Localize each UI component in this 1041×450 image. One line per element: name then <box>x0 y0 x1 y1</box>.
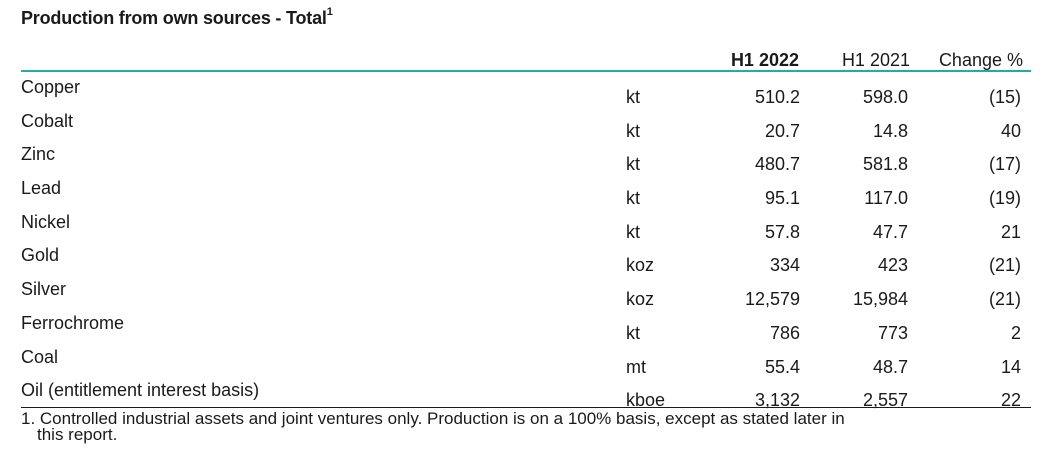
table-row: Ferrochrome kt 786 773 2 <box>0 309 1041 343</box>
column-header-change: Change % <box>938 50 1023 70</box>
value-change: (15) <box>988 87 1021 107</box>
commodity-name: Nickel <box>21 211 71 232</box>
unit: kt <box>626 87 641 107</box>
table-row: Silver koz 12,579 15,984 (21) <box>0 275 1041 309</box>
unit: mt <box>626 356 646 377</box>
column-header-h1-2022: H1 2022 <box>730 50 799 70</box>
value-h1-2022: 480.7 <box>754 154 800 175</box>
value-h1-2021: 14.8 <box>872 120 908 141</box>
table-title: Production from own sources - Total1 <box>21 6 333 29</box>
unit: kt <box>626 154 641 175</box>
value-h1-2021: 117.0 <box>864 188 908 209</box>
value-change: (21) <box>988 289 1021 310</box>
table-row: Zinc kt 480.7 581.8 (17) <box>0 140 1041 174</box>
production-table: Copper kt 510.2 598.0 (15) Cobalt kt 20.… <box>0 73 1041 410</box>
footnote-line-2: this report. <box>37 425 118 444</box>
value-change: 22 <box>1000 390 1021 411</box>
table-row: Gold koz 334 423 (21) <box>0 241 1041 275</box>
table-row: Cobalt kt 20.7 14.8 40 <box>0 107 1041 141</box>
commodity-name: Gold <box>21 245 60 266</box>
value-h1-2021: 2,557 <box>862 390 908 411</box>
table-row: Lead kt 95.1 117.0 (19) <box>0 174 1041 208</box>
value-h1-2022: 3,132 <box>754 390 800 411</box>
value-h1-2021: 581.8 <box>862 154 908 175</box>
value-h1-2022: 786 <box>769 322 800 343</box>
footnote-line-1: 1. Controlled industrial assets and join… <box>21 409 845 428</box>
commodity-name: Oil (entitlement interest basis) <box>21 380 260 401</box>
unit: kt <box>626 221 641 242</box>
value-h1-2021: 15,984 <box>852 289 908 310</box>
value-change: (21) <box>988 255 1021 276</box>
commodity-name: Zinc <box>21 144 56 165</box>
table-row: Coal mt 55.4 48.7 14 <box>0 343 1041 377</box>
value-h1-2022: 12,579 <box>744 289 800 310</box>
value-change: 21 <box>1000 221 1021 242</box>
unit: koz <box>626 289 655 310</box>
unit: kt <box>626 322 641 343</box>
value-h1-2021: 773 <box>877 322 908 343</box>
table-row: Nickel kt 57.8 47.7 21 <box>0 208 1041 242</box>
title-footnote-marker: 1 <box>326 6 333 18</box>
table-title-text: Production from own sources - Total <box>21 8 327 28</box>
value-change: (17) <box>988 154 1021 175</box>
commodity-name: Silver <box>21 279 67 300</box>
footer-rule <box>21 407 1031 408</box>
value-h1-2022: 57.8 <box>764 221 800 242</box>
column-header-h1-2021: H1 2021 <box>841 50 910 70</box>
value-h1-2022: 95.1 <box>764 188 800 209</box>
value-h1-2021: 48.7 <box>872 356 908 377</box>
value-change: 40 <box>1000 120 1021 141</box>
commodity-name: Copper <box>21 77 81 97</box>
commodity-name: Cobalt <box>21 110 74 131</box>
commodity-name: Ferrochrome <box>21 312 125 333</box>
commodity-name: Lead <box>21 178 62 199</box>
footnote: 1. Controlled industrial assets and join… <box>21 409 1031 444</box>
commodity-name: Coal <box>21 346 59 367</box>
value-h1-2022: 55.4 <box>764 356 800 377</box>
header-rule <box>21 70 1031 72</box>
value-h1-2022: 334 <box>769 255 800 276</box>
table-row: Copper kt 510.2 598.0 (15) <box>0 73 1041 107</box>
value-h1-2021: 423 <box>877 255 908 276</box>
unit: kboe <box>626 390 666 411</box>
value-h1-2022: 510.2 <box>754 87 800 107</box>
table-row: Oil (entitlement interest basis) kboe 3,… <box>0 376 1041 410</box>
value-change: 14 <box>1000 356 1021 377</box>
unit: kt <box>626 188 641 209</box>
unit: kt <box>626 120 641 141</box>
value-change: 2 <box>1010 322 1021 343</box>
unit: koz <box>626 255 655 276</box>
value-h1-2022: 20.7 <box>764 120 800 141</box>
value-h1-2021: 47.7 <box>872 221 908 242</box>
value-change: (19) <box>988 188 1021 209</box>
value-h1-2021: 598.0 <box>862 87 908 107</box>
